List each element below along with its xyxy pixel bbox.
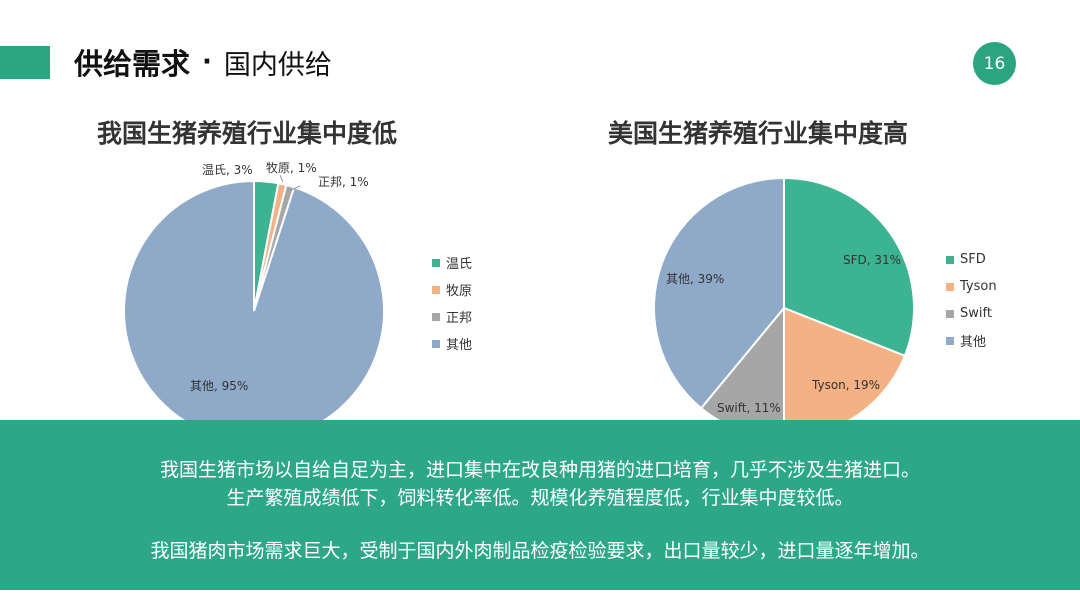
us-legend-item-1: Tyson: [946, 273, 997, 300]
china-legend-item-0: 温氏: [432, 249, 472, 276]
china-leader-2: [288, 185, 301, 192]
page-title: 供给需求 · 国内供给: [74, 40, 332, 84]
china-chart-title: 我国生猪养殖行业集中度低: [97, 119, 398, 148]
summary-line-1: 我国生猪市场以自给自足为主，进口集中在改良种用猪的进口培育，几乎不涉及生猪进口。: [159, 459, 920, 481]
us-chart-title: 美国生猪养殖行业集中度高: [608, 119, 909, 148]
summary-box: 我国生猪市场以自给自足为主，进口集中在改良种用猪的进口培育，几乎不涉及生猪进口。…: [0, 420, 1080, 590]
summary-line-2: 生产繁殖成绩低下，饲料转化率低。规模化养殖程度低，行业集中度较低。: [226, 487, 854, 509]
us-slice-0: [783, 176, 915, 358]
us-legend-swatch-2: [946, 309, 954, 318]
header-accent-bar: [0, 46, 50, 79]
us-legend-label-0: SFD: [960, 252, 986, 267]
us-legend: SFD Tyson Swift 其他: [946, 246, 997, 354]
title-sub: 国内供给: [223, 49, 332, 81]
china-legend-swatch-1: [432, 285, 440, 294]
china-legend-item-3: 其他: [432, 330, 472, 357]
us-legend-label-2: Swift: [960, 306, 992, 321]
us-legend-item-0: SFD: [946, 246, 997, 273]
china-data-label-3: 其他, 95%: [190, 379, 248, 393]
summary-line-3: 我国猪肉市场需求巨大，受制于国内外肉制品检疫检验要求，出口量较少，进口量逐年增加…: [150, 540, 930, 562]
china-data-label-2: 正邦, 1%: [318, 175, 369, 189]
us-data-label-3: 其他, 39%: [666, 272, 724, 286]
title-main: 供给需求: [74, 47, 191, 81]
page-number-badge: 16: [973, 42, 1016, 85]
china-legend-item-2: 正邦: [432, 303, 472, 330]
china-legend-swatch-0: [432, 258, 440, 267]
china-slice-3: [123, 179, 385, 442]
china-legend-label-1: 牧原: [446, 284, 473, 299]
us-legend-swatch-3: [946, 336, 954, 345]
title-separator: ·: [202, 47, 212, 77]
us-legend-label-1: Tyson: [960, 279, 997, 294]
us-data-label-1: Tyson, 19%: [811, 378, 880, 392]
china-legend-swatch-2: [432, 312, 440, 321]
china-legend-swatch-3: [432, 339, 440, 348]
us-legend-swatch-1: [946, 282, 954, 291]
us-data-label-0: SFD, 31%: [843, 253, 901, 267]
us-data-label-2: Swift, 11%: [717, 401, 781, 415]
china-legend-label-0: 温氏: [446, 257, 473, 272]
china-data-label-0: 温氏, 3%: [202, 163, 253, 177]
china-legend-label-2: 正邦: [446, 311, 473, 326]
us-legend-item-3: 其他: [946, 327, 997, 354]
china-legend-label-3: 其他: [446, 338, 473, 353]
china-legend-item-1: 牧原: [432, 276, 472, 303]
us-legend-item-2: Swift: [946, 300, 997, 327]
china-data-label-1: 牧原, 1%: [266, 161, 317, 175]
china-legend: 温氏 牧原 正邦 其他: [432, 249, 472, 357]
us-legend-swatch-0: [946, 255, 954, 264]
us-slice-3: [653, 176, 785, 410]
us-legend-label-3: 其他: [960, 335, 987, 350]
china-leader-1: [279, 174, 284, 183]
